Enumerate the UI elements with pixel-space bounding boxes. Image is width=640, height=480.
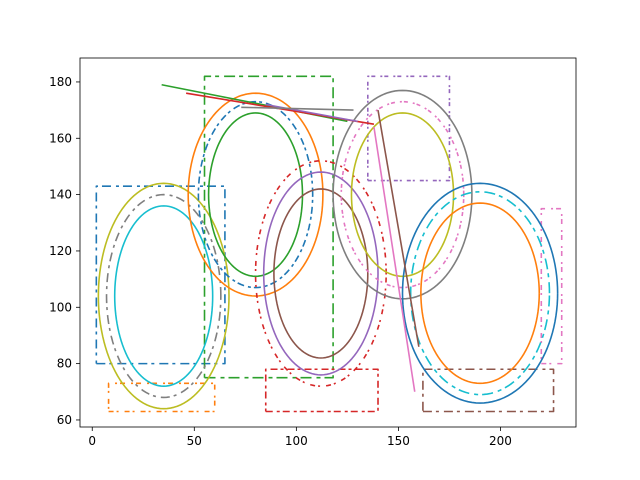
- series-ellipse-14: [401, 182, 559, 404]
- y-tick-label: 120: [49, 244, 72, 258]
- series-ellipse-6: [207, 112, 304, 278]
- series-ellipse-13: [409, 191, 551, 396]
- y-tick-label: 160: [49, 131, 72, 145]
- x-tick-label: 200: [489, 434, 512, 448]
- series-box-6: [422, 368, 555, 413]
- series-box-1: [95, 185, 226, 365]
- y-tick-label: 100: [49, 300, 72, 314]
- series-ellipse-5: [187, 92, 324, 297]
- y-tick-label: 140: [49, 188, 72, 202]
- series-ellipse-11: [332, 89, 473, 300]
- y-axis: 60 80 100 120 140 160 180: [49, 75, 80, 427]
- series-ellipse-1: [105, 193, 222, 399]
- series-line-6: [241, 106, 354, 111]
- series-line-3: [265, 103, 358, 123]
- x-tick-label: 0: [88, 434, 96, 448]
- series-ellipse-2: [97, 182, 230, 410]
- y-tick-label: 180: [49, 75, 72, 89]
- series-ellipse-3: [113, 205, 214, 387]
- series-ellipse-4: [197, 100, 314, 289]
- x-tick-label: 100: [285, 434, 308, 448]
- series-ellipse-8: [262, 171, 379, 376]
- series-line-4: [377, 109, 420, 347]
- y-tick-label: 60: [57, 413, 72, 427]
- series-line-5: [373, 126, 416, 392]
- series-ellipse-15: [420, 202, 541, 385]
- series-box-5: [367, 75, 451, 182]
- x-tick-label: 150: [387, 434, 410, 448]
- axes-frame: [79, 57, 577, 428]
- plot-area: [95, 75, 563, 413]
- x-axis: 0 50 100 150 200: [88, 427, 512, 448]
- x-tick-label: 50: [187, 434, 202, 448]
- series-box-2: [107, 382, 216, 413]
- y-tick-label: 80: [57, 357, 72, 371]
- series-box-3: [203, 75, 334, 379]
- series-ellipse-12: [350, 112, 455, 278]
- series-ellipse-9: [273, 188, 369, 359]
- series-box-4: [264, 368, 379, 413]
- series-ellipse-7: [254, 160, 387, 387]
